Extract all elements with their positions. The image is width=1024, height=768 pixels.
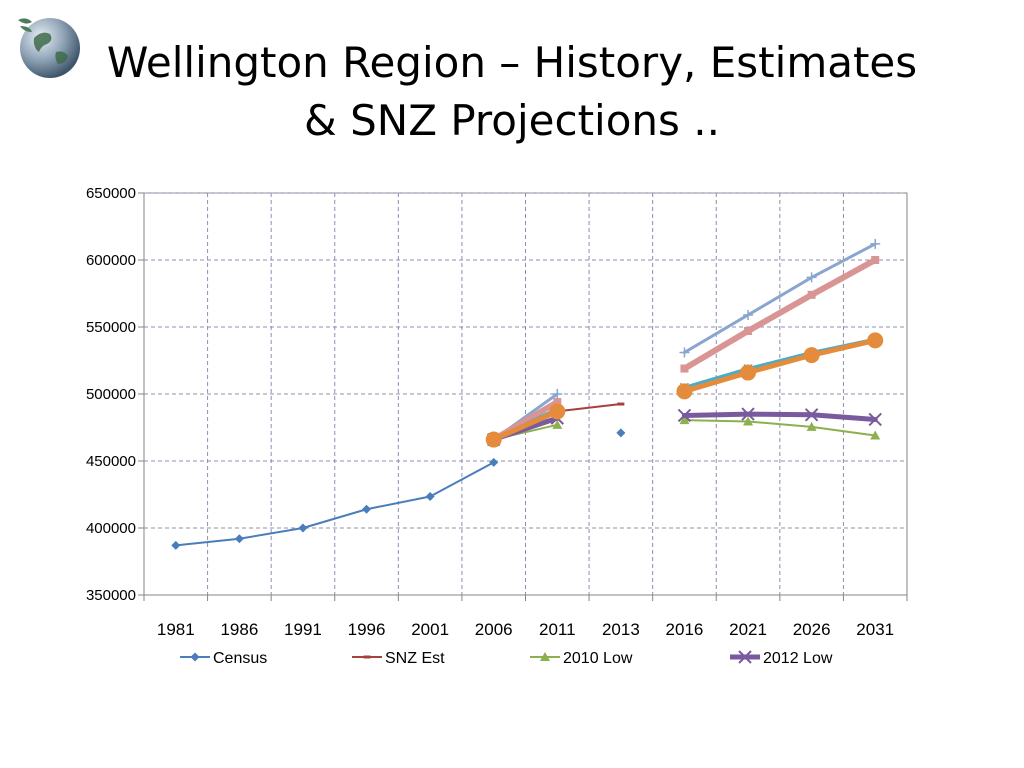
data-point xyxy=(740,364,757,381)
data-point xyxy=(743,309,754,320)
data-point xyxy=(677,408,692,423)
x-tick-label: 2006 xyxy=(475,620,513,639)
data-point xyxy=(738,650,752,664)
data-point xyxy=(190,652,200,662)
data-point xyxy=(871,256,880,264)
data-point xyxy=(803,347,820,364)
x-tick-label: 1981 xyxy=(157,620,195,639)
data-point xyxy=(363,655,371,659)
data-point xyxy=(616,428,626,438)
data-point xyxy=(171,540,181,550)
data-point xyxy=(870,238,881,249)
legend-label: SNZ Est xyxy=(385,650,445,667)
y-tick-label: 550000 xyxy=(86,319,136,336)
data-point xyxy=(743,416,754,426)
data-point xyxy=(868,412,882,427)
series-line xyxy=(683,419,877,437)
series-line xyxy=(174,461,495,547)
data-point xyxy=(617,402,625,406)
data-point xyxy=(298,523,308,533)
series-line xyxy=(491,408,560,443)
data-point xyxy=(679,347,690,358)
data-point xyxy=(741,407,755,421)
x-tick-label: 2021 xyxy=(729,620,767,639)
y-tick-label: 500000 xyxy=(86,386,136,403)
y-tick-label: 650000 xyxy=(86,185,136,202)
x-tick-label: 2026 xyxy=(793,620,831,639)
data-point xyxy=(806,421,817,431)
y-tick-label: 400000 xyxy=(86,520,136,537)
data-point xyxy=(540,652,550,661)
x-tick-label: 1996 xyxy=(348,620,386,639)
legend-label: 2012 Low xyxy=(763,650,833,667)
x-tick-label: 2013 xyxy=(602,620,640,639)
data-point xyxy=(806,272,817,283)
data-point xyxy=(552,419,563,429)
data-point xyxy=(485,431,502,448)
series-line xyxy=(682,242,877,354)
x-tick-label: 1986 xyxy=(220,620,258,639)
data-point xyxy=(676,383,693,400)
slide-title: Wellington Region – History, Estimates &… xyxy=(106,38,918,145)
x-tick-label: 1991 xyxy=(284,620,322,639)
x-tick-label: 2016 xyxy=(666,620,704,639)
x-tick-label: 2031 xyxy=(856,620,894,639)
y-tick-label: 350000 xyxy=(86,587,136,604)
data-point xyxy=(744,327,753,336)
data-point xyxy=(234,534,244,544)
data-point xyxy=(680,364,689,373)
y-tick-label: 600000 xyxy=(86,252,136,269)
data-point xyxy=(867,332,884,349)
y-tick-label: 450000 xyxy=(86,453,136,470)
data-point xyxy=(807,290,816,299)
x-tick-label: 2001 xyxy=(411,620,449,639)
data-point xyxy=(489,457,499,467)
series-line xyxy=(681,257,879,372)
data-point xyxy=(552,389,563,399)
x-tick-label: 2011 xyxy=(539,620,576,639)
legend-label: 2010 Low xyxy=(563,650,633,667)
globe-icon xyxy=(18,18,80,78)
series-line xyxy=(681,337,878,394)
data-point xyxy=(425,492,435,502)
series-line xyxy=(681,411,878,422)
data-point xyxy=(553,398,562,407)
data-point xyxy=(804,408,819,422)
data-point xyxy=(549,403,566,420)
data-point xyxy=(362,504,372,514)
data-point xyxy=(679,415,690,425)
legend-label: Census xyxy=(213,650,267,667)
data-point xyxy=(870,430,881,440)
